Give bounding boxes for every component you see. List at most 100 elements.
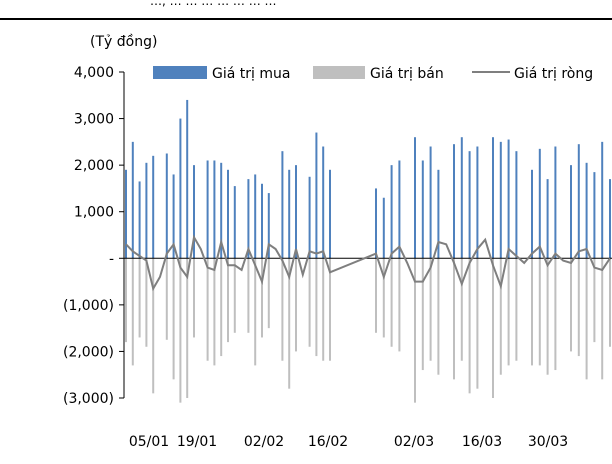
legend-swatch-sell (313, 66, 365, 79)
y-tick-label: 1,000 (74, 205, 114, 221)
sell-bar (476, 258, 479, 389)
legend-swatch-buy (153, 66, 207, 79)
sell-bar (322, 258, 325, 361)
sell-bar (499, 258, 502, 375)
y-tick-label: 3,000 (74, 112, 114, 128)
x-tick-label: 02/02 (244, 434, 284, 450)
buy-bar (593, 172, 596, 259)
legend-label-net: Giá trị ròng (514, 66, 593, 82)
sell-bar (165, 258, 168, 340)
y-tick-label: (3,000) (63, 391, 114, 407)
sell-bar (329, 258, 331, 361)
y-tick-label: - (109, 251, 114, 267)
sell-bar (186, 258, 189, 398)
sell-bar (267, 258, 270, 329)
buy-bar (131, 141, 134, 259)
buy-bar (382, 197, 385, 259)
sell-bar (172, 258, 175, 380)
buy-bar (138, 181, 141, 259)
sell-bar (247, 258, 250, 333)
buy-bar (322, 146, 325, 259)
sell-bar (601, 258, 604, 380)
buy-bar (601, 141, 604, 259)
buy-bar (267, 193, 270, 259)
sell-bar (288, 258, 291, 389)
sell-bar (593, 258, 596, 343)
buy-bar (206, 160, 209, 259)
sell-bar (538, 258, 541, 366)
sell-bar (145, 258, 148, 347)
buy-bar (213, 160, 216, 259)
buy-bar (254, 174, 257, 259)
sell-bar (138, 258, 141, 338)
buy-bar (193, 165, 195, 259)
buy-bar (538, 148, 541, 259)
sell-bar (546, 258, 549, 375)
sell-bar (468, 258, 471, 394)
buy-bar (476, 146, 479, 259)
sell-bar (281, 258, 284, 361)
sell-bar (382, 258, 385, 338)
unit-label: (Tỷ đồng) (90, 33, 157, 50)
x-tick-label: 19/01 (177, 434, 217, 450)
sell-bar (131, 258, 134, 366)
sell-bar (254, 258, 257, 366)
sell-bar (577, 258, 580, 357)
y-tick-label: (1,000) (63, 298, 114, 314)
buy-bar (468, 151, 471, 259)
buy-bar (453, 144, 455, 259)
sell-bar (414, 258, 416, 403)
sell-bar (570, 258, 572, 352)
sell-bars (125, 258, 611, 403)
buy-bar (546, 179, 549, 259)
buy-bar (554, 146, 557, 259)
buy-bar (375, 188, 377, 259)
x-tick-label: 16/03 (462, 434, 502, 450)
buy-bar (421, 160, 424, 259)
buy-bar (165, 153, 168, 259)
buy-bar (145, 162, 148, 259)
y-tick-label: 4,000 (74, 65, 114, 81)
sell-bar (492, 258, 494, 398)
buy-bar (172, 174, 175, 259)
sell-bar (152, 258, 155, 394)
buy-bar (390, 165, 393, 259)
buy-bar (295, 165, 297, 259)
sell-bar (390, 258, 393, 347)
sell-bar (206, 258, 209, 361)
sell-bar (585, 258, 588, 380)
buy-bar (152, 155, 155, 259)
buy-bar (492, 137, 494, 259)
buy-bar (414, 137, 416, 259)
buy-bar (531, 169, 533, 259)
sell-bar (261, 258, 263, 338)
sell-bar (531, 258, 533, 366)
x-tick-label: 05/01 (129, 434, 169, 450)
x-tick-label: 02/03 (394, 434, 434, 450)
sell-bar (460, 258, 463, 361)
buy-bar (507, 139, 510, 259)
buy-bar (437, 169, 440, 259)
top-rule (0, 18, 612, 20)
buy-bar (570, 165, 572, 259)
sell-bar (227, 258, 229, 343)
buy-bar (308, 176, 311, 259)
sell-bar (609, 258, 611, 347)
buy-bar (179, 118, 182, 259)
net-value-line (125, 234, 611, 292)
sell-bar (515, 258, 518, 361)
buy-bar (577, 144, 580, 259)
sell-bar (453, 258, 455, 380)
buy-bars (125, 99, 611, 259)
buy-bar (288, 169, 291, 259)
buy-bar (227, 169, 229, 259)
buy-bar (429, 146, 432, 259)
buy-bar (398, 160, 401, 259)
sell-bar (179, 258, 182, 403)
buy-bar (125, 169, 127, 259)
buy-bar (315, 132, 318, 259)
sell-bar (193, 258, 195, 338)
sell-bar (398, 258, 401, 352)
buy-bar (460, 137, 463, 259)
